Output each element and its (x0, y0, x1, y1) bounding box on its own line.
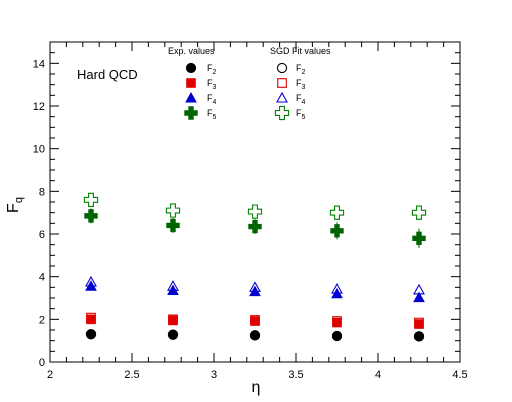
series-fit-F3 (86, 312, 424, 328)
x-tick-label: 2 (47, 369, 53, 381)
data-point (249, 281, 261, 292)
y-tick-label: 14 (33, 58, 45, 70)
data-point (85, 329, 97, 340)
legend-label-main: F (296, 63, 302, 73)
legend-label-subscript: 2 (213, 69, 217, 76)
data-point (412, 231, 426, 245)
legend: Exp. values SGD Fit values F2F3F4F5F2F3F… (168, 46, 331, 121)
legend-label-main: F (207, 78, 213, 88)
legend-label-subscript: 4 (302, 99, 306, 106)
legend-label: F5 (296, 108, 306, 121)
data-point (249, 330, 261, 341)
data-point (413, 283, 425, 295)
data-point (84, 209, 98, 223)
legend-label: F4 (207, 93, 217, 106)
data-point (165, 203, 181, 218)
data-point (413, 331, 425, 342)
legend-label-main: F (296, 93, 302, 103)
y-axis-label: Fq (5, 197, 25, 213)
legend-marker (186, 78, 196, 88)
legend-label: F4 (296, 93, 306, 106)
legend-label-subscript: 4 (213, 99, 217, 106)
y-tick-label: 4 (39, 272, 45, 284)
legend-label: F5 (207, 108, 217, 121)
data-point (413, 291, 425, 303)
legend-marker (276, 62, 288, 74)
legend-label: F3 (207, 78, 217, 91)
legend-marker (184, 106, 198, 120)
legend-header-fit: SGD Fit values (270, 46, 331, 56)
data-point (329, 205, 345, 220)
legend-label-subscript: 3 (213, 84, 217, 91)
x-axis-label: η (252, 379, 261, 396)
legend-label-main: F (207, 108, 213, 118)
legend-label-main: F (207, 63, 213, 73)
series-exp-F5 (84, 208, 426, 248)
legend-marker (277, 78, 287, 88)
data-point (332, 316, 342, 326)
x-tick-label: 3 (211, 369, 217, 381)
data-point (414, 317, 424, 328)
x-tick-label: 4 (375, 369, 381, 381)
data-point (166, 218, 180, 233)
legend-label: F3 (296, 78, 306, 91)
y-axis-label-main: F (5, 203, 22, 213)
legend-label-subscript: 2 (302, 69, 306, 76)
legend-marker (274, 105, 290, 121)
y-tick-label: 8 (39, 186, 45, 198)
y-tick-label: 0 (39, 357, 45, 369)
data-point (331, 282, 343, 294)
y-axis-label-subscript: q (13, 197, 25, 203)
data-point (167, 329, 179, 340)
legend-label-subscript: 3 (302, 84, 306, 91)
x-axis: 2 2.5 3 3.5 4 4.5 (47, 42, 468, 381)
x-tick-label: 3.5 (288, 369, 303, 381)
series-exp-F2 (85, 329, 425, 342)
x-tick-label: 4.5 (452, 369, 467, 381)
data-points (83, 192, 427, 342)
legend-label-main: F (207, 93, 213, 103)
data-point (83, 192, 99, 208)
data-point (167, 280, 179, 291)
legend-label: F2 (296, 63, 306, 76)
data-point (330, 224, 344, 238)
legend-header-exp: Exp. values (168, 46, 215, 56)
data-point (247, 204, 263, 219)
data-point (248, 219, 262, 234)
series-fit-F4 (85, 275, 425, 295)
legend-marker (185, 91, 197, 103)
y-tick-label: 12 (33, 101, 45, 113)
y-tick-label: 6 (39, 229, 45, 241)
legend-label-main: F (296, 78, 302, 88)
legend-marker (276, 91, 288, 103)
y-axis: 0 2 4 6 8 10 12 14 (33, 41, 460, 369)
series-exp-F4 (85, 280, 425, 303)
plot-frame (49, 41, 461, 363)
plot-annotation: Hard QCD (77, 67, 138, 82)
data-point (411, 205, 427, 220)
series-fit-F5 (83, 192, 427, 220)
data-point (85, 275, 97, 287)
legend-label-main: F (296, 108, 302, 118)
y-tick-label: 10 (33, 144, 45, 156)
legend-label-subscript: 5 (213, 114, 217, 121)
legend-label: F2 (207, 63, 217, 76)
data-point (331, 330, 343, 342)
data-point (168, 314, 178, 325)
series-exp-F3 (86, 314, 424, 329)
legend-label-subscript: 5 (302, 114, 306, 121)
legend-marker (185, 62, 197, 74)
y-tick-label: 2 (39, 314, 45, 326)
x-tick-label: 2.5 (124, 369, 139, 381)
data-point (250, 315, 260, 325)
series-fit-F2 (85, 329, 425, 342)
data-point (86, 312, 96, 323)
